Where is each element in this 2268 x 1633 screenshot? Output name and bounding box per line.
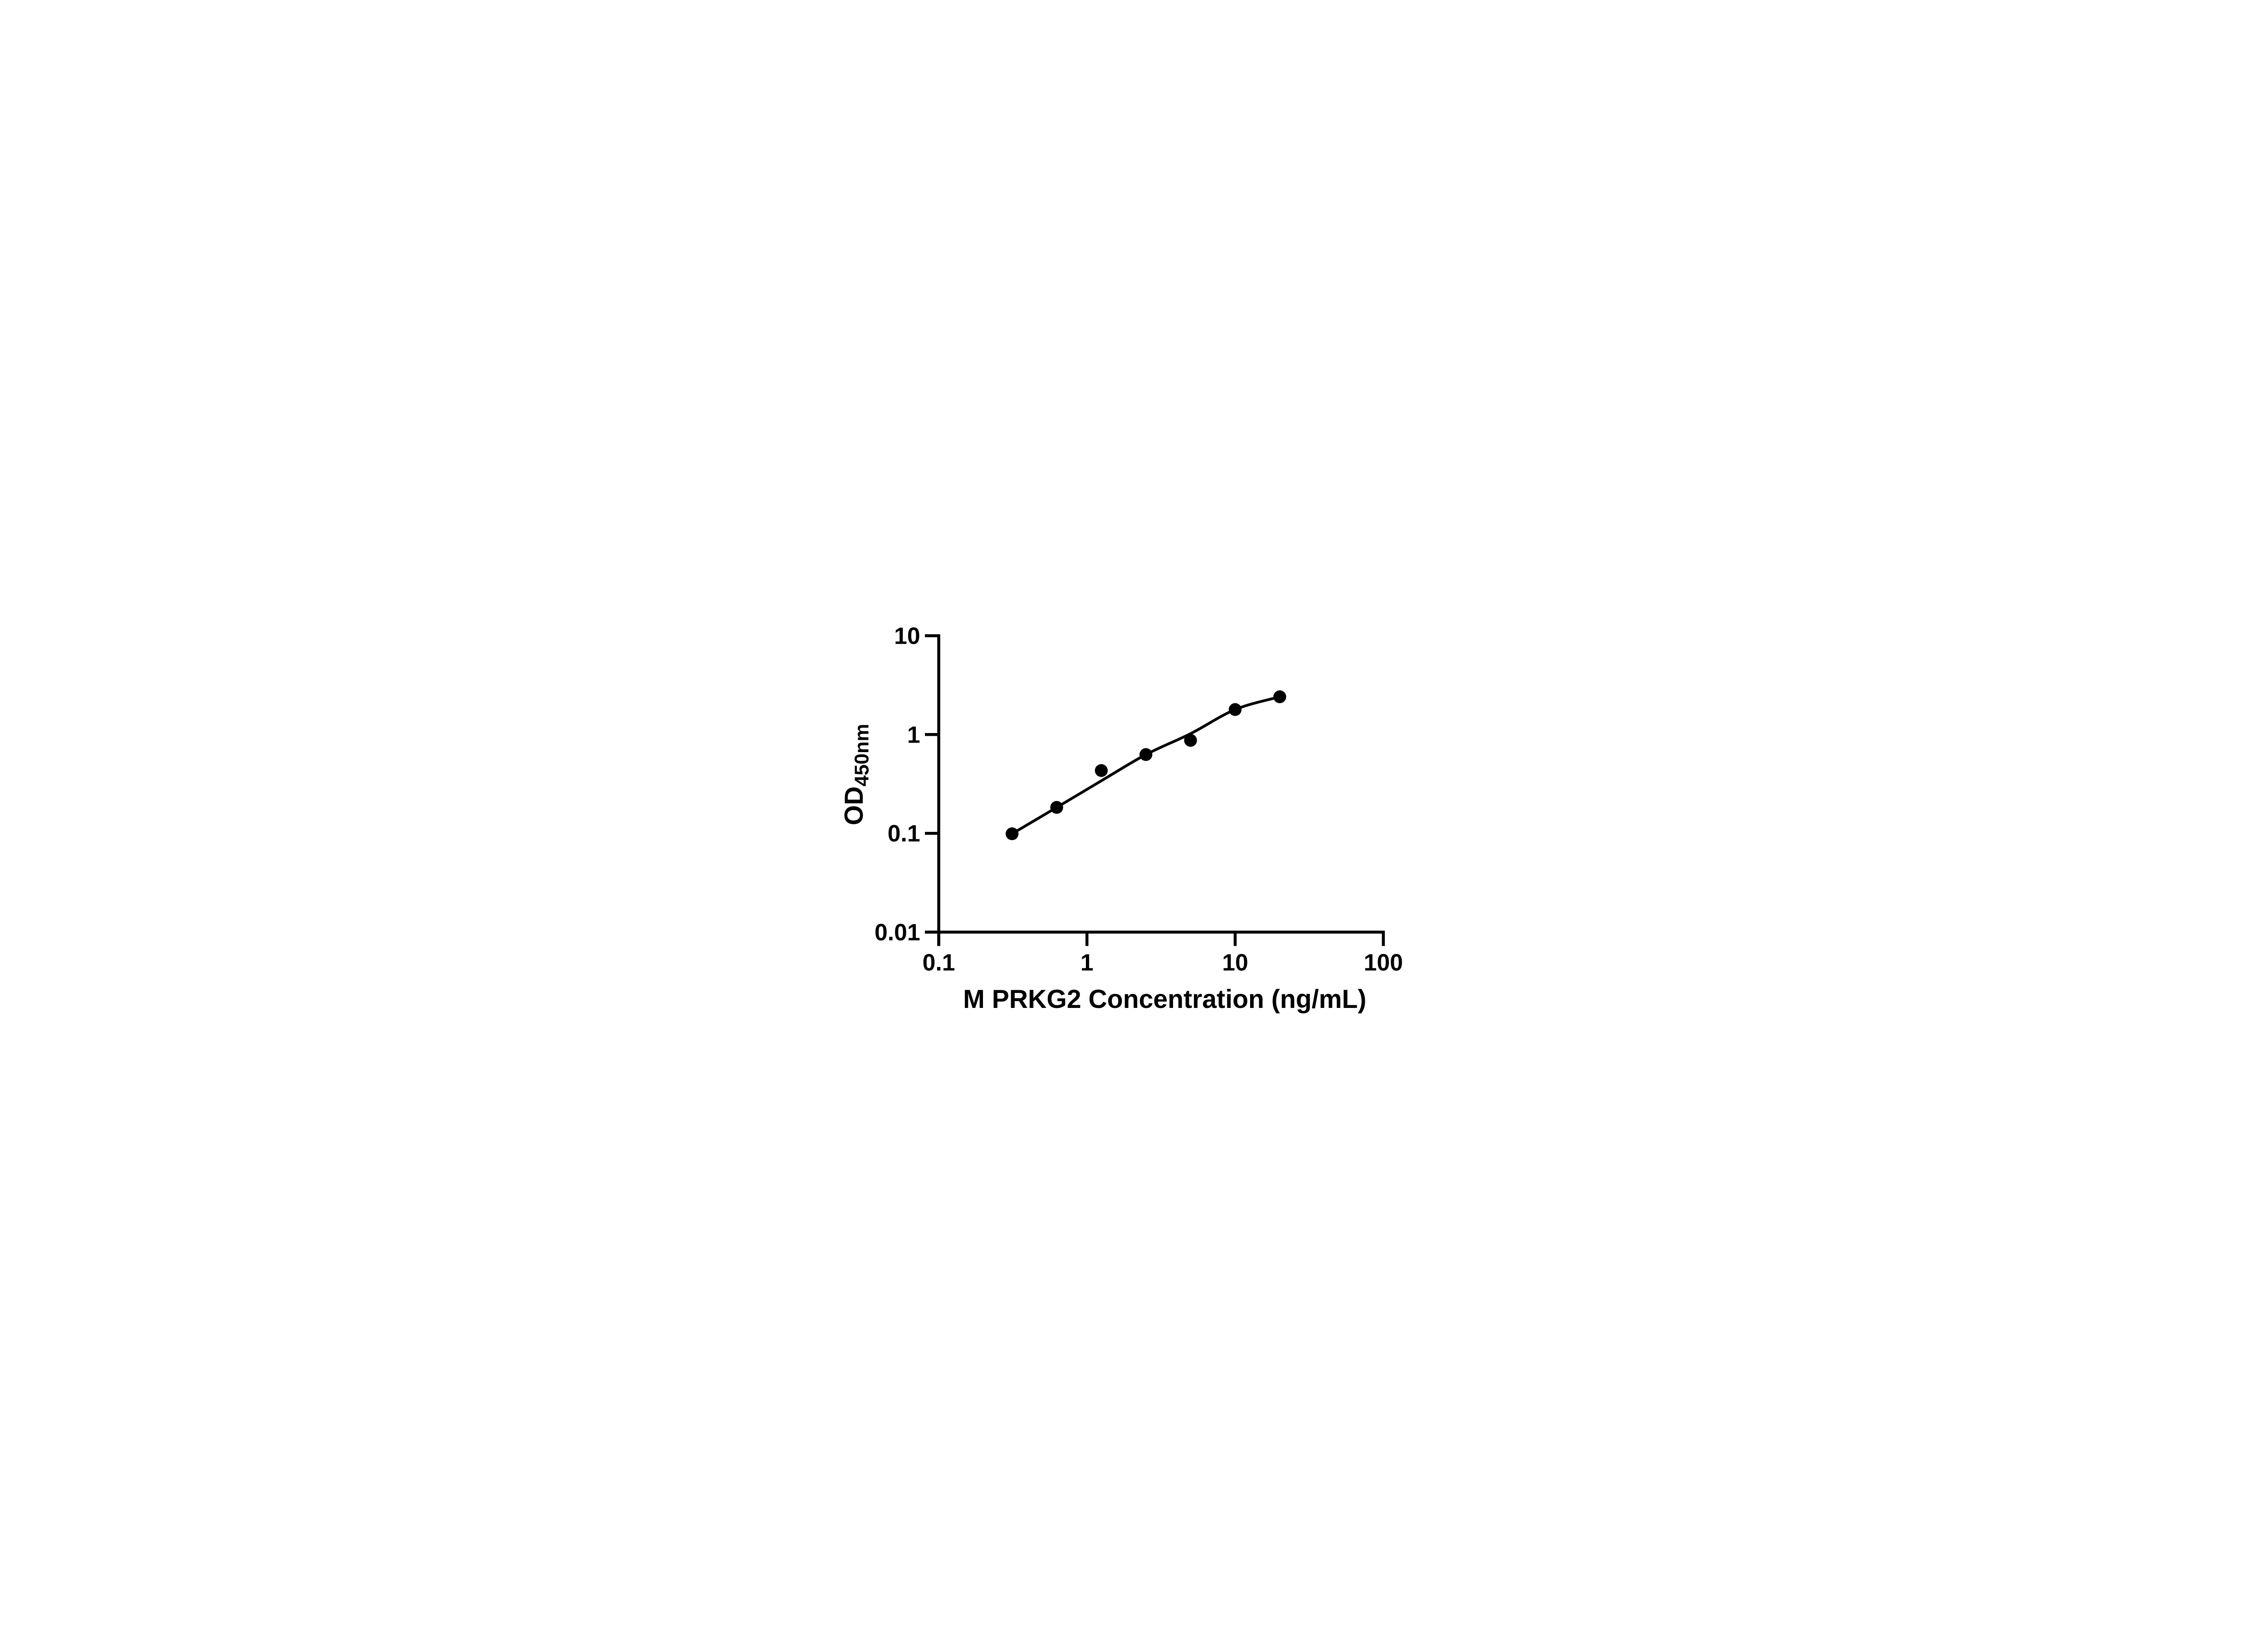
data-point (1139, 748, 1153, 761)
data-point (1184, 733, 1197, 747)
x-tick-label: 10 (1222, 949, 1248, 975)
data-point (1095, 764, 1108, 777)
data-point (1050, 801, 1063, 814)
data-point (1228, 703, 1242, 716)
axes-layer (925, 634, 1385, 946)
data-point (1273, 690, 1286, 704)
y-axis-title-main: OD (840, 787, 869, 826)
x-tick-label: 1 (1080, 949, 1094, 975)
data-point-layer (1006, 690, 1286, 841)
y-axis-title: OD450nm (840, 724, 873, 826)
data-point (1006, 827, 1019, 841)
y-tick-label: 1 (907, 721, 920, 748)
y-axis-title-subscript: 450nm (851, 724, 873, 787)
fit-curve-path (1011, 695, 1281, 835)
x-tick-label: 100 (1364, 949, 1403, 975)
x-axis-title: M PRKG2 Concentration (ng/mL) (963, 985, 1366, 1014)
y-tick-label: 0.01 (875, 919, 920, 945)
y-tick-label: 10 (894, 622, 920, 649)
y-tick-label: 0.1 (888, 820, 920, 846)
standard-curve-figure: 10 1 0.1 0.01 0.1 1 10 100 M PRKG2 Concentratio… (816, 594, 1452, 1039)
fit-curve-layer (1011, 695, 1281, 835)
x-tick-label: 0.1 (923, 949, 955, 975)
